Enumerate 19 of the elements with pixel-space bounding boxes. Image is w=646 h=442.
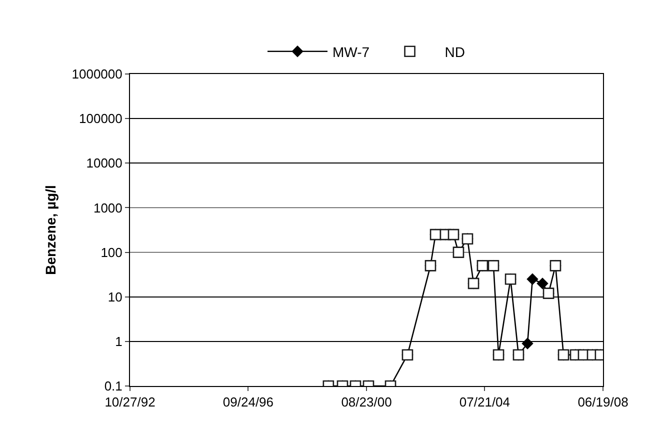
y-tick-label: 10000 bbox=[86, 156, 122, 171]
y-tick-label: 100000 bbox=[79, 111, 122, 126]
x-tick-label: 09/24/96 bbox=[222, 394, 274, 410]
point bbox=[522, 338, 534, 350]
point bbox=[526, 273, 538, 285]
x-tick-label: 08/23/00 bbox=[341, 394, 392, 410]
x-tick-label: 07/21/04 bbox=[459, 394, 510, 410]
y-axis-title: Benzene, µg/l bbox=[42, 185, 58, 275]
legend-label: ND bbox=[444, 44, 466, 60]
point bbox=[536, 278, 548, 290]
x-tick-label: 10/27/92 bbox=[104, 394, 156, 410]
y-tick-label: 1000 bbox=[93, 200, 122, 216]
x-tick-label: 06/19/08 bbox=[578, 394, 628, 410]
y-tick-label: 1000000 bbox=[72, 66, 122, 82]
y-tick-label: 1 bbox=[115, 334, 122, 349]
y-tick-label: 100 bbox=[100, 244, 122, 260]
y-tick-label: 0.1 bbox=[104, 378, 122, 394]
legend-label: MW-7 bbox=[332, 44, 370, 60]
y-tick-label: 10 bbox=[108, 289, 122, 304]
